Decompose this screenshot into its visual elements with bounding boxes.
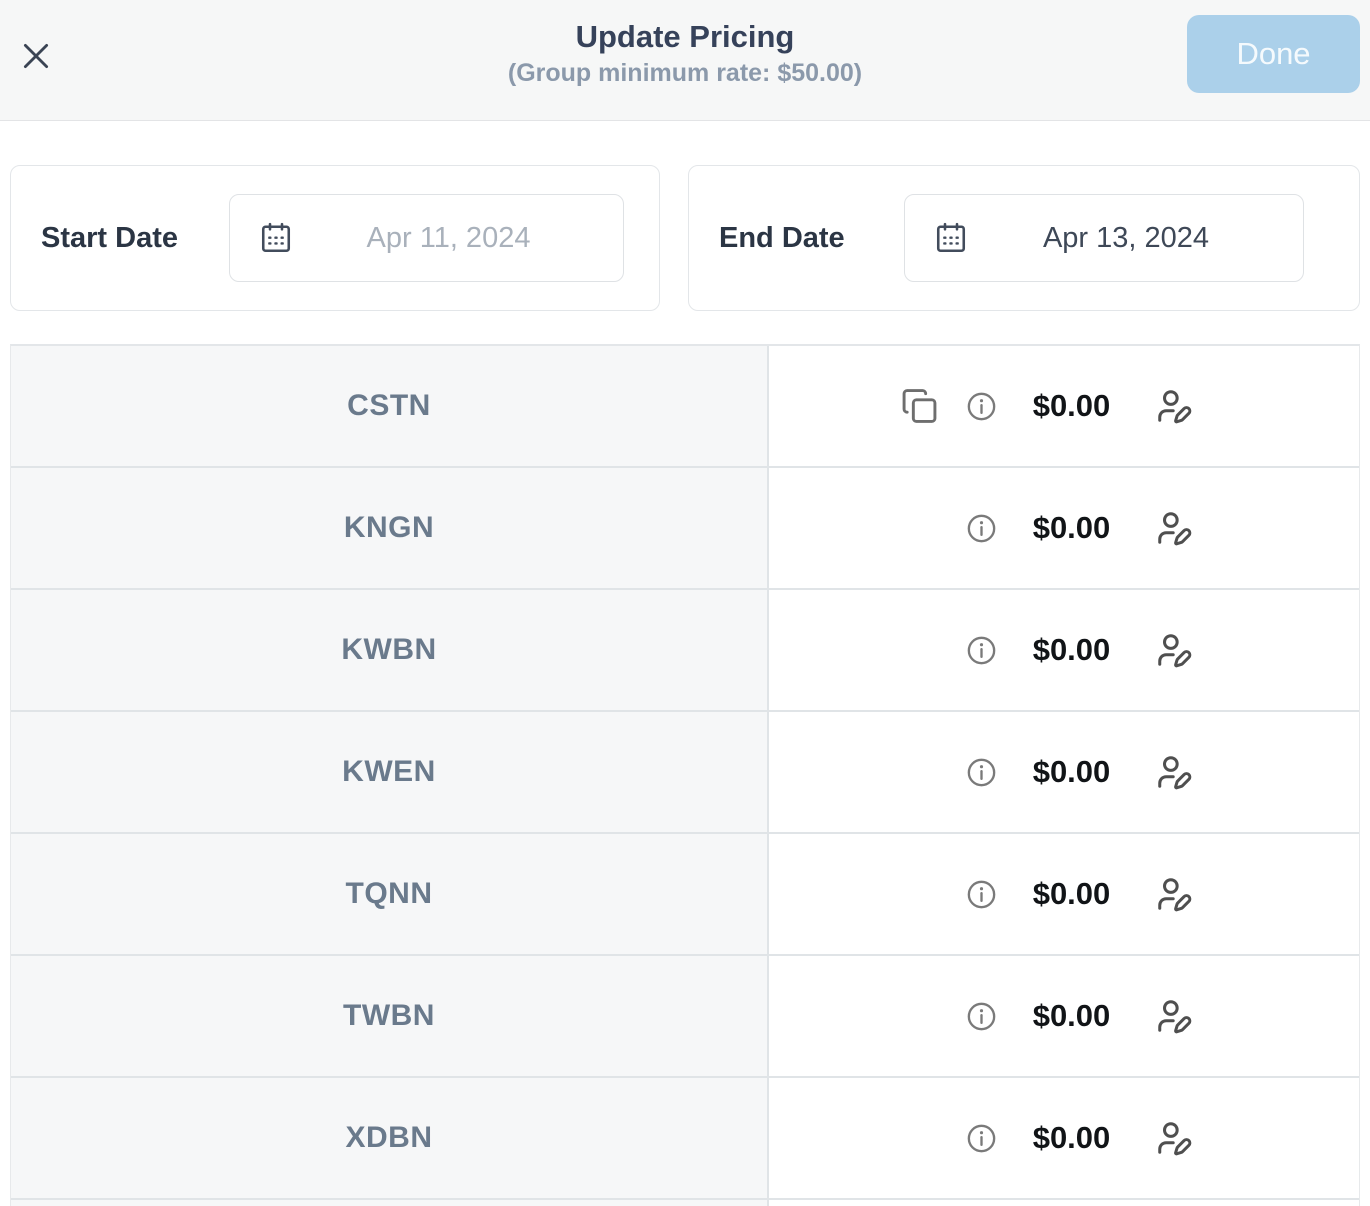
pricing-table: CSTN $0.00 xyxy=(10,344,1360,1206)
row-actions: $0.00 xyxy=(902,387,1194,425)
row-price: $0.00 xyxy=(1032,510,1111,545)
row-price: $0.00 xyxy=(1032,876,1111,911)
row-price: $0.00 xyxy=(1032,998,1111,1033)
close-icon xyxy=(19,39,53,73)
row-label: TWBN xyxy=(343,999,435,1032)
row-label-cell: KWEN xyxy=(11,712,769,832)
row-price: $0.00 xyxy=(1032,1120,1111,1155)
table-row: KNGN $0.00 xyxy=(11,468,1359,590)
start-date-value: Apr 11, 2024 xyxy=(366,221,531,254)
info-icon[interactable] xyxy=(965,512,998,545)
table-row: TQNN $0.00 xyxy=(11,834,1359,956)
end-date-input[interactable]: Apr 13, 2024 xyxy=(904,194,1304,282)
info-icon[interactable] xyxy=(965,1122,998,1155)
table-row: CSTN $0.00 xyxy=(11,346,1359,468)
page-title: Update Pricing xyxy=(575,19,795,54)
row-label-cell: KWBN xyxy=(11,590,769,710)
done-button[interactable]: Done xyxy=(1187,15,1360,93)
info-icon[interactable] xyxy=(965,390,998,423)
start-date-label: Start Date xyxy=(41,221,178,254)
row-label-cell xyxy=(11,1200,769,1206)
title-block: Update Pricing (Group minimum rate: $50.… xyxy=(0,18,1370,89)
table-row: KWEN $0.00 xyxy=(11,712,1359,834)
modal-header: Update Pricing (Group minimum rate: $50.… xyxy=(0,0,1370,121)
user-edit-icon[interactable] xyxy=(1155,753,1193,791)
row-label: XDBN xyxy=(345,1121,433,1154)
user-edit-icon[interactable] xyxy=(1155,1119,1193,1157)
row-actions-cell: $0.00 xyxy=(769,468,1359,588)
row-actions: $0.00 xyxy=(965,997,1194,1035)
row-label: KNGN xyxy=(343,511,435,544)
info-icon[interactable] xyxy=(965,756,998,789)
row-label-cell: CSTN xyxy=(11,346,769,466)
calendar-icon xyxy=(258,220,294,256)
row-label-cell: TWBN xyxy=(11,956,769,1076)
copy-icon[interactable] xyxy=(901,388,938,425)
start-date-input[interactable]: Apr 11, 2024 xyxy=(229,194,624,282)
row-price: $0.00 xyxy=(1032,754,1111,789)
row-label: CSTN xyxy=(347,389,431,422)
row-price: $0.00 xyxy=(1032,388,1111,423)
info-icon[interactable] xyxy=(965,878,998,911)
row-label-cell: TQNN xyxy=(11,834,769,954)
info-icon[interactable] xyxy=(965,1000,998,1033)
row-actions: $0.00 xyxy=(965,509,1194,547)
end-date-card: End Date Apr 13, 2024 xyxy=(688,165,1360,311)
row-label: KWBN xyxy=(341,633,437,666)
row-actions: $0.00 xyxy=(965,753,1194,791)
row-actions-cell: $0.00 xyxy=(769,834,1359,954)
start-date-card: Start Date Apr 11, 2024 xyxy=(10,165,660,311)
table-row: TWBN $0.00 xyxy=(11,956,1359,1078)
row-label-cell: XDBN xyxy=(11,1078,769,1198)
end-date-value: Apr 13, 2024 xyxy=(1042,221,1210,254)
row-actions-cell: $0.00 xyxy=(769,712,1359,832)
user-edit-icon[interactable] xyxy=(1155,509,1193,547)
user-edit-icon[interactable] xyxy=(1155,875,1193,913)
table-row: KWBN $0.00 xyxy=(11,590,1359,712)
row-price: $0.00 xyxy=(1032,632,1111,667)
calendar-icon xyxy=(933,220,969,256)
row-label-cell: KNGN xyxy=(11,468,769,588)
end-date-label: End Date xyxy=(719,221,845,254)
user-edit-icon[interactable] xyxy=(1155,387,1193,425)
row-actions-cell: $0.00 xyxy=(769,956,1359,1076)
row-actions: $0.00 xyxy=(965,1119,1194,1157)
table-row: XDBN $0.00 xyxy=(11,1078,1359,1200)
table-row-partial xyxy=(11,1200,1359,1206)
row-label: TQNN xyxy=(345,877,433,910)
info-icon[interactable] xyxy=(965,634,998,667)
page-subtitle: (Group minimum rate: $50.00) xyxy=(507,58,863,87)
date-filters: Start Date Apr 11, 2024 xyxy=(0,165,1370,311)
row-label: KWEN xyxy=(342,755,436,788)
row-actions: $0.00 xyxy=(965,631,1194,669)
row-actions-cell xyxy=(769,1200,1359,1206)
user-edit-icon[interactable] xyxy=(1155,631,1193,669)
row-actions-cell: $0.00 xyxy=(769,1078,1359,1198)
pricing-table-body: CSTN $0.00 xyxy=(11,346,1359,1200)
close-button[interactable] xyxy=(16,36,56,76)
user-edit-icon[interactable] xyxy=(1155,997,1193,1035)
row-actions-cell: $0.00 xyxy=(769,346,1359,466)
row-actions: $0.00 xyxy=(965,875,1194,913)
row-actions-cell: $0.00 xyxy=(769,590,1359,710)
